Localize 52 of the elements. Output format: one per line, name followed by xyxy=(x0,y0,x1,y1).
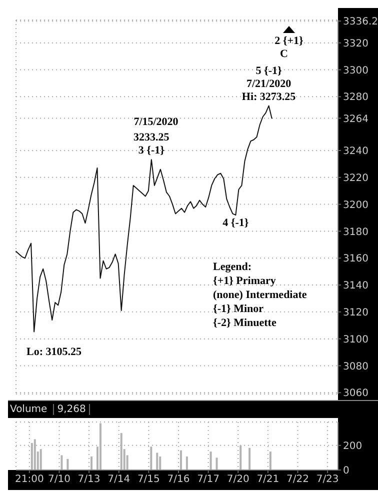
y-tick-label: 3300 xyxy=(343,65,368,76)
x-tick-label: 7/17 xyxy=(197,474,220,486)
x-tick-label: 7/10 xyxy=(48,474,70,486)
annotation: 7/15/2020 xyxy=(134,116,178,129)
annotation: 7/21/2020 xyxy=(246,78,292,90)
annotation: Lo: 3105.25 xyxy=(26,346,82,359)
text: 9,268 xyxy=(53,404,90,415)
annotation: {-1} Minor xyxy=(213,302,265,316)
y-tick-label: 200 xyxy=(343,440,362,452)
y-tick-label: 3180 xyxy=(343,226,368,238)
y-tick-label: 3320 xyxy=(343,38,368,50)
y-tick-label: 0 xyxy=(343,466,350,477)
annotation: 3 {-1} xyxy=(138,144,164,157)
bar xyxy=(66,458,69,470)
annotation: C xyxy=(280,48,288,61)
x-tick-label: 7/15 xyxy=(137,474,160,486)
bar xyxy=(186,456,188,470)
bar xyxy=(156,452,158,470)
annotation: {-2} Minuette xyxy=(213,316,278,330)
annotation: (none) Intermediate xyxy=(213,288,307,302)
y-tick-label: 3280 xyxy=(343,92,368,104)
y-tick-label: 3160 xyxy=(343,254,368,265)
chart-title: Volume xyxy=(10,404,48,415)
annotation: Hi: 3273.25 xyxy=(242,90,296,103)
bar xyxy=(159,456,162,470)
y-tick-label: 3140 xyxy=(343,280,368,292)
x-tick-label: 7/21 xyxy=(256,474,280,486)
y-tick-label: 3264 xyxy=(343,114,368,125)
x-tick-label: 21:00 xyxy=(15,474,44,486)
y-tick-label: 3336.2 xyxy=(343,16,378,28)
bar xyxy=(216,458,218,470)
annotation: 3233.25 xyxy=(134,132,170,144)
y-tick-label: 3200 xyxy=(343,200,368,211)
y-tick-label: 3240 xyxy=(343,146,368,158)
annotation: {+1} Primary xyxy=(213,274,277,288)
bar xyxy=(248,448,251,470)
y-tick-label: 3120 xyxy=(343,307,368,318)
x-tick-label: 7/16 xyxy=(167,474,190,486)
y-tick-label: 3060 xyxy=(343,388,368,400)
y-tick-label: 3080 xyxy=(343,361,368,372)
x-tick-label: 7/20 xyxy=(226,474,250,486)
annotation: 2 {+1} xyxy=(274,35,304,48)
y-tick-label: 3100 xyxy=(343,334,368,346)
bar xyxy=(40,449,42,470)
x-tick-label: 7/14 xyxy=(108,474,130,486)
x-tick-label: 7/22 xyxy=(286,474,309,486)
annotation: 5 {-1} xyxy=(256,64,282,77)
annotation: 4 {-1} xyxy=(222,217,249,230)
annotation: Legend: xyxy=(213,260,252,274)
x-tick-label: 7/13 xyxy=(78,474,100,486)
x-tick-label: 7/23 xyxy=(316,474,339,486)
y-tick-label: 3220 xyxy=(343,172,368,184)
